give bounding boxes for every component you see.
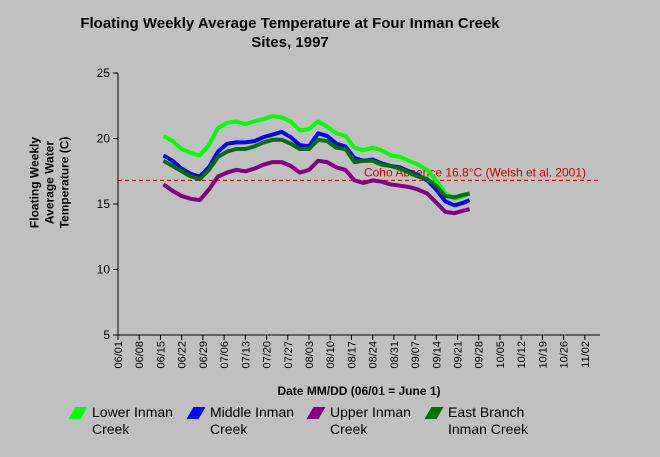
x-tick-label: 10/12	[516, 341, 528, 369]
x-axis-label: Date MM/DD (06/01 = June 1)	[277, 384, 441, 398]
x-tick-label: 07/13	[240, 341, 252, 369]
legend-label: Middle Inman Creek	[210, 404, 295, 437]
x-tick-label: 08/03	[304, 341, 316, 369]
x-tick-label: 07/27	[283, 341, 295, 369]
x-tick-label: 09/28	[474, 341, 486, 369]
x-tick-label: 06/29	[198, 341, 210, 369]
x-tick-label: 06/08	[134, 341, 146, 369]
legend-label: Upper Inman Creek	[330, 404, 411, 437]
x-tick-label: 06/01	[113, 341, 125, 369]
x-tick-label: 08/10	[325, 341, 337, 369]
legend-label: East Branch Inman Creek	[448, 404, 529, 437]
y-tick-label: 10	[97, 263, 111, 277]
series-line	[162, 114, 471, 201]
legend-label: Lower Inman Creek	[92, 404, 173, 437]
chart-title: Floating Weekly Average Temperature at F…	[80, 15, 500, 51]
series-line	[162, 137, 471, 200]
x-tick-label: 09/14	[431, 341, 443, 369]
x-tick-label: 10/19	[537, 341, 549, 369]
x-tick-label: 10/26	[559, 341, 571, 369]
x-tick-label: 09/21	[453, 341, 465, 369]
x-tick-label: 07/20	[262, 341, 274, 369]
y-tick-label: 5	[103, 328, 110, 342]
x-tick-label: 06/22	[177, 341, 189, 369]
x-tick-label: 07/06	[219, 341, 231, 369]
x-tick-label: 09/07	[410, 341, 422, 369]
y-tick-label: 15	[97, 197, 111, 211]
x-tick-label: 08/31	[389, 341, 401, 369]
series-line	[162, 158, 471, 216]
x-tick-label: 08/24	[368, 341, 380, 369]
y-tick-label: 25	[97, 66, 111, 80]
x-tick-label: 08/17	[346, 341, 358, 369]
x-tick-label: 06/15	[155, 341, 167, 369]
x-tick-label: 10/05	[495, 341, 507, 369]
x-tick-label: 11/02	[580, 341, 592, 368]
y-tick-label: 20	[97, 132, 111, 146]
